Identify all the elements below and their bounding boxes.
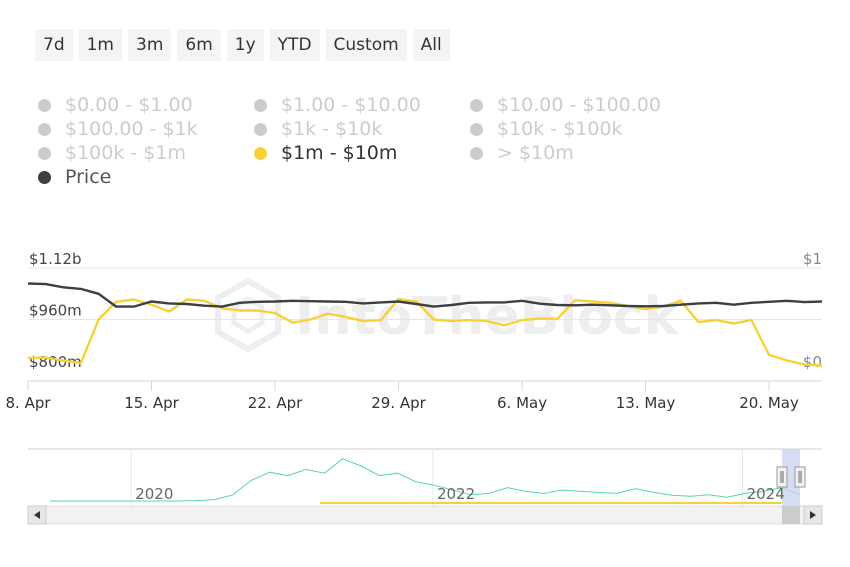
y-tick-label-left: $960m xyxy=(29,302,82,320)
range-button-6m[interactable]: 6m xyxy=(177,29,221,61)
legend-item-100-1k[interactable]: $100.00 - $1k xyxy=(38,118,198,140)
legend-label: $100k - $1m xyxy=(65,142,186,164)
navigator-year-labels: 2020 2022 2024 xyxy=(135,485,785,503)
range-button-1m[interactable]: 1m xyxy=(78,29,122,61)
navigator-selected-range[interactable] xyxy=(782,449,800,506)
legend-dot-icon xyxy=(38,170,51,184)
legend-dot-icon xyxy=(38,122,51,136)
range-selector: 7d 1m 3m 6m 1y YTD Custom All xyxy=(35,29,450,61)
legend-dot-icon xyxy=(470,122,483,136)
legend-item-over-10m[interactable]: > $10m xyxy=(470,142,574,164)
legend-dot-icon xyxy=(38,98,51,112)
legend-item-1-10[interactable]: $1.00 - $10.00 xyxy=(254,94,421,116)
main-chart: IntoTheBlock $1.12b$960m$800m $1$0 8. Ap… xyxy=(5,250,823,412)
scroll-left-button[interactable] xyxy=(27,505,47,525)
arrow-left-icon xyxy=(34,511,40,519)
legend-label: $1.00 - $10.00 xyxy=(281,94,421,116)
legend-label: $100.00 - $1k xyxy=(65,118,198,140)
arrow-right-icon xyxy=(810,511,816,519)
legend-item-price[interactable]: Price xyxy=(38,166,111,188)
navigator-year-label: 2024 xyxy=(747,485,785,503)
legend-dot-icon xyxy=(254,122,267,136)
legend-item-10k-100k[interactable]: $10k - $100k xyxy=(470,118,623,140)
navigator-scrollbar-thumb[interactable] xyxy=(782,506,800,524)
x-tick-label: 22. Apr xyxy=(248,394,303,412)
x-tick-label: 8. Apr xyxy=(5,394,51,412)
navigator-year-label: 2022 xyxy=(437,485,475,503)
navigator-right-handle[interactable] xyxy=(794,466,806,488)
legend-dot-icon xyxy=(254,146,267,160)
legend-dot-icon xyxy=(38,146,51,160)
watermark: IntoTheBlock xyxy=(215,277,680,353)
x-tick-label: 13. May xyxy=(616,394,676,412)
legend-item-100k-1m[interactable]: $100k - $1m xyxy=(38,142,186,164)
y-tick-label-left: $1.12b xyxy=(29,250,81,268)
y-tick-label-right: $0 xyxy=(803,353,822,371)
legend-label: $10k - $100k xyxy=(497,118,623,140)
watermark-text: IntoTheBlock xyxy=(295,287,680,347)
navigator: 2020 2022 2024 xyxy=(27,448,823,525)
navigator-left-handle[interactable] xyxy=(776,466,788,488)
range-button-3m[interactable]: 3m xyxy=(128,29,172,61)
legend-label: $10.00 - $100.00 xyxy=(497,94,661,116)
x-tick-label: 6. May xyxy=(497,394,547,412)
legend-label: $1m - $10m xyxy=(281,142,398,164)
legend-label: $1k - $10k xyxy=(281,118,383,140)
navigator-scrollbar-track[interactable] xyxy=(27,505,823,525)
legend-label: Price xyxy=(65,166,112,188)
navigator-series-line xyxy=(50,458,801,502)
legend-dot-icon xyxy=(470,98,483,112)
watermark-logo-icon xyxy=(215,277,281,353)
series-line-1m-10m xyxy=(27,297,823,367)
legend-dot-icon xyxy=(470,146,483,160)
series-layer xyxy=(27,282,823,367)
legend-item-1m-10m[interactable]: $1m - $10m xyxy=(254,142,397,164)
x-tick-label: 20. May xyxy=(739,394,799,412)
legend-item-10-100[interactable]: $10.00 - $100.00 xyxy=(470,94,661,116)
legend-label: > $10m xyxy=(497,142,574,164)
legend-label: $0.00 - $1.00 xyxy=(65,94,193,116)
scroll-right-button[interactable] xyxy=(803,505,823,525)
range-button-custom[interactable]: Custom xyxy=(325,29,407,61)
legend-dot-icon xyxy=(254,98,267,112)
x-tick-label: 29. Apr xyxy=(371,394,426,412)
range-button-1y[interactable]: 1y xyxy=(226,29,264,61)
x-axis: 8. Apr 15. Apr 22. Apr 29. Apr 6. May 13. May… xyxy=(5,381,799,412)
navigator-gridlines xyxy=(130,449,744,506)
legend-item-0-1[interactable]: $0.00 - $1.00 xyxy=(38,94,193,116)
series-line-price xyxy=(27,282,823,308)
y-tick-label-right: $1 xyxy=(803,250,822,268)
range-button-7d[interactable]: 7d xyxy=(35,29,73,61)
x-tick-label: 15. Apr xyxy=(124,394,179,412)
legend-item-1k-10k[interactable]: $1k - $10k xyxy=(254,118,382,140)
navigator-year-label: 2020 xyxy=(135,485,173,503)
range-button-ytd[interactable]: YTD xyxy=(269,29,320,61)
gridlines xyxy=(28,267,822,320)
range-button-all[interactable]: All xyxy=(412,29,450,61)
y-axis-right: $1 $0 xyxy=(803,250,822,371)
